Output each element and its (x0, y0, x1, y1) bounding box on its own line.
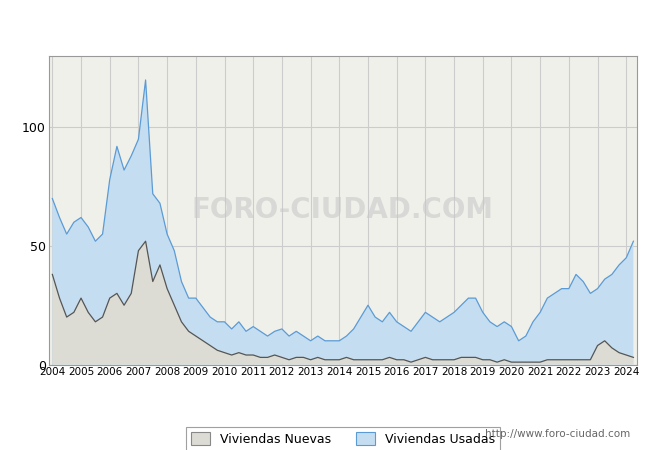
Text: http://www.foro-ciudad.com: http://www.foro-ciudad.com (486, 429, 630, 439)
Text: FORO-CIUDAD.COM: FORO-CIUDAD.COM (192, 196, 494, 225)
Legend: Viviendas Nuevas, Viviendas Usadas: Viviendas Nuevas, Viviendas Usadas (186, 427, 500, 450)
Text: Berja - Evolucion del Nº de Transacciones Inmobiliarias: Berja - Evolucion del Nº de Transaccione… (115, 18, 535, 33)
